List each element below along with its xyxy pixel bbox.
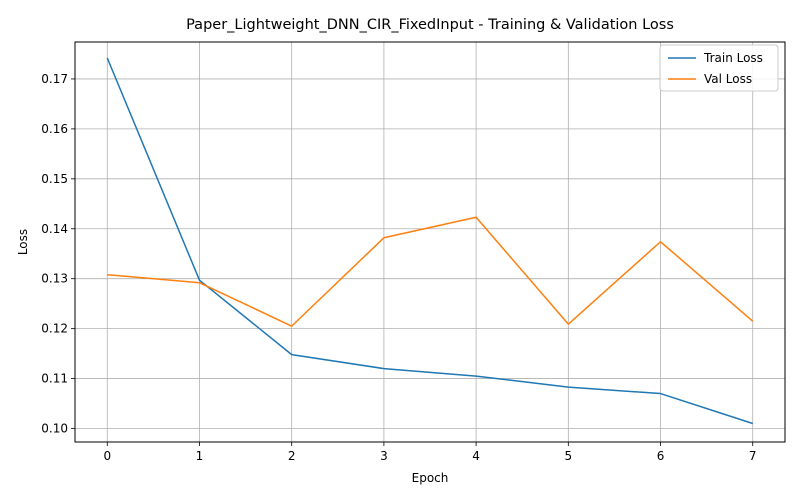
y-tick-label: 0.15 [41,172,68,186]
y-tick-label: 0.12 [41,322,68,336]
x-tick-label: 1 [196,449,204,463]
y-tick-label: 0.14 [41,222,68,236]
x-tick-label: 6 [657,449,665,463]
x-tick-label: 0 [103,449,111,463]
chart-title: Paper_Lightweight_DNN_CIR_FixedInput - T… [186,17,674,33]
x-tick-label: 3 [380,449,388,463]
legend-label: Train Loss [703,51,763,65]
legend-label: Val Loss [704,72,752,86]
x-axis-label: Epoch [412,471,449,485]
plot-frame [74,41,786,443]
y-tick-label: 0.17 [41,72,68,86]
x-tick-label: 4 [472,449,480,463]
y-tick-label: 0.13 [41,272,68,286]
y-tick-label: 0.10 [41,422,68,436]
y-tick-label: 0.16 [41,122,68,136]
x-tick-label: 2 [288,449,296,463]
series-line-0 [106,57,753,425]
y-axis-label: Loss [16,229,30,255]
series-lines [106,57,754,425]
axis-ticks: 0 1 2 3 4 5 6 7 0.10 0.11 0.12 0.13 0.14 0.15 0.16 0.17 [41,72,756,463]
y-tick-label: 0.11 [41,372,68,386]
x-tick-label: 7 [749,449,757,463]
series-line-1 [107,216,754,327]
x-tick-label: 5 [564,449,572,463]
grid [75,42,785,442]
legend: Train Loss Val Loss [659,44,779,92]
